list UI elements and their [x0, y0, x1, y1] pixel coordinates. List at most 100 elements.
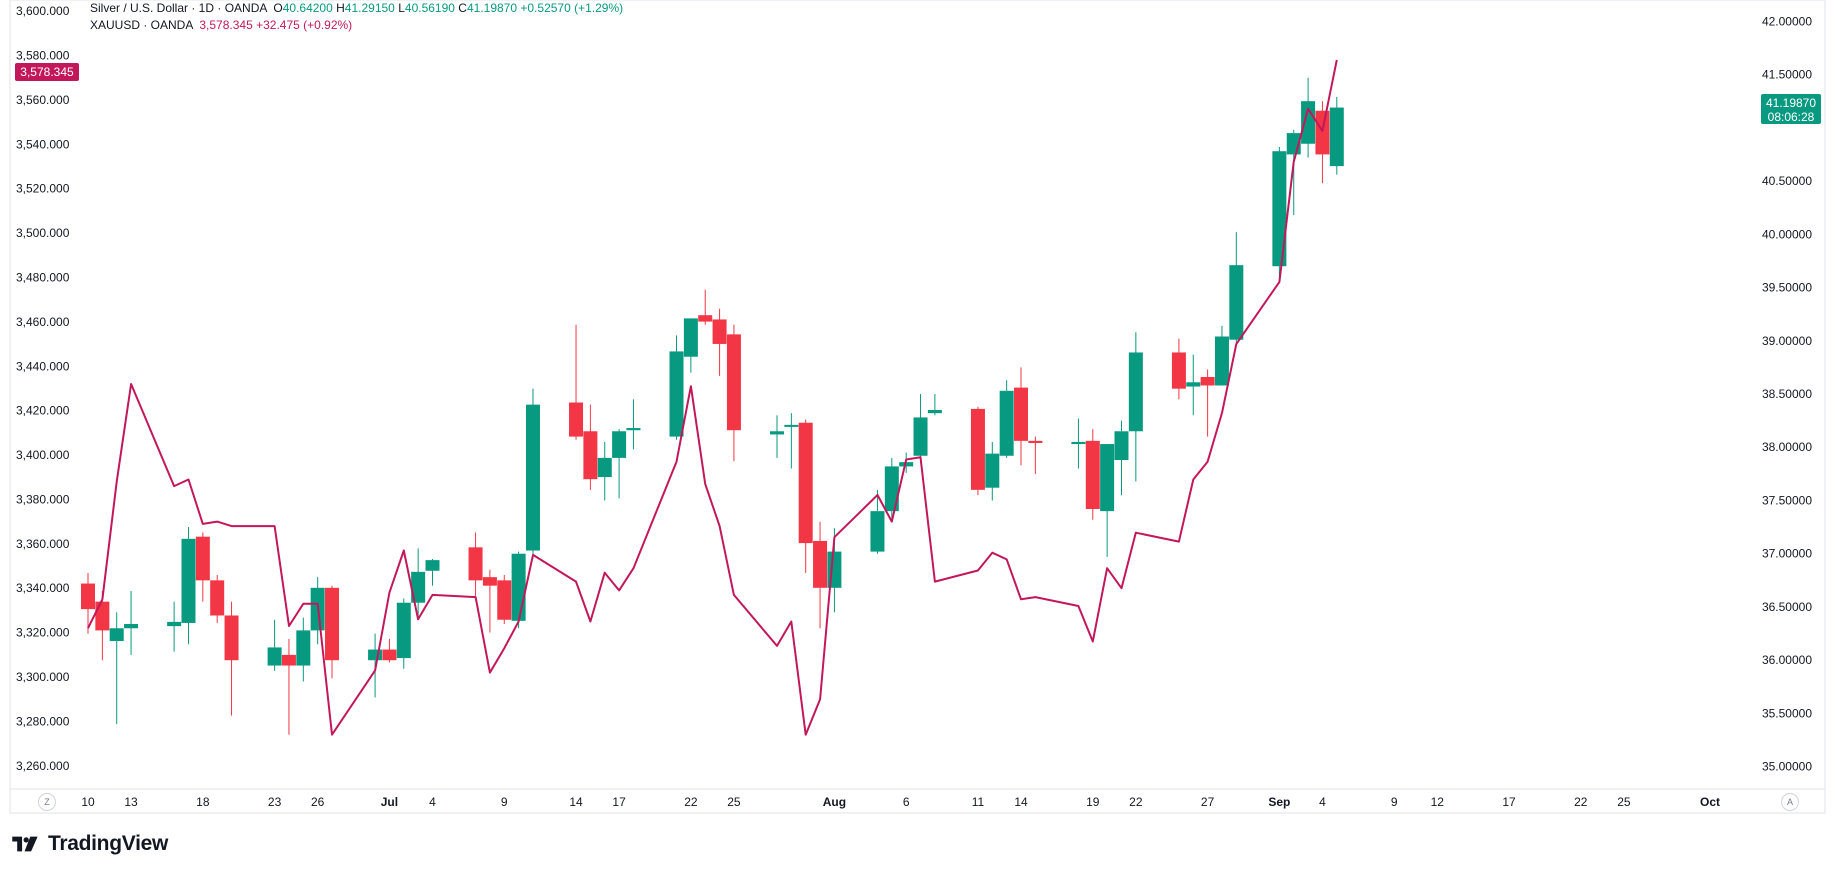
silver-candle: [1272, 146, 1287, 283]
candle-body: [1114, 431, 1129, 461]
legend-high-label: H: [336, 1, 345, 15]
right-price-axis[interactable]: 42.00000 41.50000 40.50000 40.00000 39.50000…: [1762, 14, 1812, 773]
logo-text: TradingView: [48, 832, 169, 855]
right-tick-label: 38.00000: [1762, 440, 1812, 454]
candle-body: [698, 315, 713, 322]
silver-candle: [167, 601, 182, 652]
candle-body: [525, 404, 540, 551]
candle-body: [1085, 440, 1100, 510]
gold-price-line: [87, 59, 1338, 736]
silver-candle: [1128, 332, 1143, 482]
candle-body: [382, 649, 397, 661]
silver-candle: [482, 569, 497, 633]
left-tick-label: 3,260.000: [16, 759, 70, 773]
candle-body: [583, 431, 598, 480]
candle-body: [1128, 352, 1143, 432]
auto-scale-left-button[interactable]: Z: [38, 793, 56, 811]
left-tick-label: 3,580.000: [16, 48, 70, 62]
legend-low-label: L: [398, 1, 405, 15]
silver-candle: [1301, 77, 1316, 158]
candle-body: [970, 408, 985, 490]
gold-price-badge: 3,578.345: [15, 63, 79, 81]
candle-body: [626, 428, 641, 431]
right-tick-label: 40.50000: [1762, 174, 1812, 188]
legend-close-label: C: [458, 1, 467, 15]
candle-body: [870, 511, 885, 552]
silver-candle: [181, 527, 196, 645]
left-tick-label: 3,520.000: [16, 182, 70, 196]
candle-body: [712, 319, 727, 344]
legend-gold-row: XAUUSD · OANDA 3,578.345 +32.475 (+0.92%): [90, 17, 623, 34]
time-tick-label: Sep: [1268, 795, 1290, 809]
right-tick-label: 39.00000: [1762, 334, 1812, 348]
silver-candle: [726, 324, 741, 462]
time-tick-label: 19: [1086, 795, 1100, 809]
candle-body: [396, 602, 411, 659]
right-tick-label: 37.00000: [1762, 547, 1812, 561]
candle-body: [1186, 382, 1201, 387]
silver-candle: [296, 617, 311, 682]
silver-candle: [813, 521, 828, 629]
candle-body: [195, 536, 210, 581]
silver-candle: [1100, 444, 1115, 557]
silver-candle: [683, 318, 698, 373]
right-tick-label: 40.00000: [1762, 227, 1812, 241]
time-axis[interactable]: 10 13 18 23 26 Jul 4 9 14 17 22 25 Aug 6 11 14 19 22 27 Sep…: [81, 795, 1720, 809]
candle-body: [497, 580, 512, 620]
left-tick-label: 3,540.000: [16, 137, 70, 151]
silver-candle: [382, 638, 397, 663]
time-tick-label: 17: [1502, 795, 1516, 809]
time-tick-label: 14: [1014, 795, 1028, 809]
silver-candle: [1315, 101, 1330, 184]
candle-body: [1014, 387, 1029, 441]
time-tick-label: 27: [1201, 795, 1215, 809]
silver-candle: [1028, 436, 1043, 474]
time-tick-label: 11: [972, 795, 985, 809]
right-tick-label: 42.00000: [1762, 14, 1812, 28]
candle-body: [482, 577, 497, 586]
candle-body: [511, 553, 526, 621]
right-tick-label: 39.50000: [1762, 281, 1812, 295]
time-tick-label: 9: [501, 795, 508, 809]
silver-candle: [224, 601, 239, 716]
time-tick-label: Aug: [823, 795, 846, 809]
candle-body: [1171, 352, 1186, 389]
candle-body: [325, 587, 340, 661]
left-tick-label: 3,320.000: [16, 626, 70, 640]
legend-high-value: 41.29150: [344, 1, 395, 15]
silver-candle: [712, 308, 727, 376]
legend-silver-row: Silver / U.S. Dollar · 1D · OANDA O40.642…: [90, 0, 623, 17]
time-tick-label: 23: [268, 795, 282, 809]
time-tick-label: 17: [612, 795, 626, 809]
candle-body: [784, 424, 799, 427]
candle-body: [1229, 265, 1244, 340]
silver-candle: [1114, 420, 1129, 496]
silver-candle: [396, 598, 411, 669]
right-tick-label: 36.50000: [1762, 600, 1812, 614]
candle-body: [81, 583, 95, 610]
silver-candle: [109, 612, 124, 725]
candle-body: [569, 402, 584, 437]
left-price-axis[interactable]: 3,600.000 3,580.000 3,560.000 3,540.000 3,52…: [16, 4, 70, 773]
silver-candle: [1071, 418, 1086, 469]
legend-gold-change: +32.475 (+0.92%): [256, 18, 353, 32]
chart-border: [9, 0, 1826, 814]
candle-body: [899, 462, 914, 467]
legend-gold-name: XAUUSD · OANDA: [90, 18, 194, 32]
silver-candle: [525, 388, 540, 560]
candle-body: [1100, 444, 1115, 512]
left-tick-label: 3,300.000: [16, 670, 70, 684]
silver-candles: [81, 77, 1344, 735]
right-tick-label: 38.50000: [1762, 387, 1812, 401]
auto-scale-right-button[interactable]: A: [1781, 793, 1799, 811]
silver-candle: [1171, 338, 1186, 400]
silver-candle: [798, 419, 813, 573]
silver-candle: [81, 572, 95, 634]
time-tick-label: 22: [1129, 795, 1143, 809]
tradingview-logo[interactable]: TradingView: [12, 832, 168, 856]
legend-silver-name: Silver / U.S. Dollar · 1D · OANDA: [90, 1, 268, 15]
candle-body: [468, 547, 483, 581]
silver-candle: [913, 394, 928, 464]
candle-body: [210, 580, 225, 616]
